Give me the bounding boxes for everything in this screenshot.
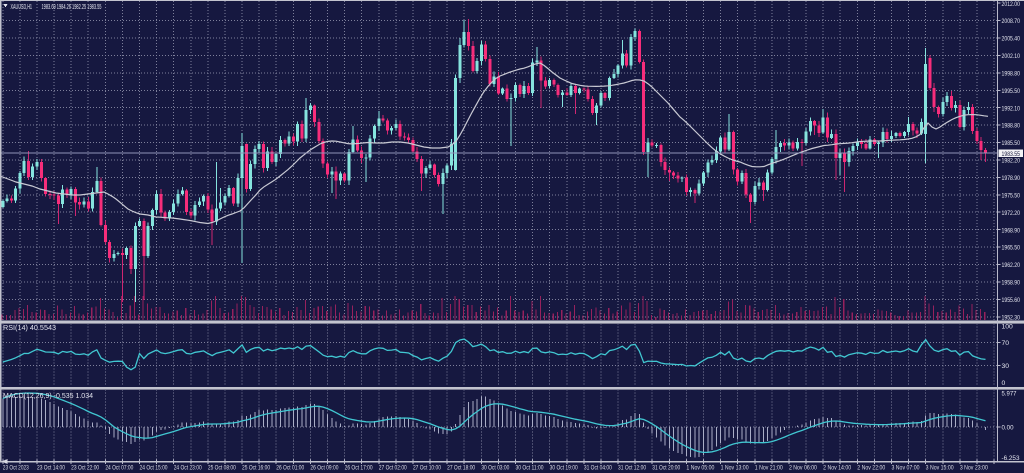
svg-text:2012.00: 2012.00 [1002, 1, 1021, 8]
svg-text:1965.50: 1965.50 [1002, 245, 1021, 252]
svg-text:30 Oct 03:00: 30 Oct 03:00 [481, 464, 509, 471]
svg-text:27 Oct 10:00: 27 Oct 10:00 [413, 464, 441, 471]
svg-text:30 Oct 11:00: 30 Oct 11:00 [516, 464, 544, 471]
svg-text:2 Nov 14:00: 2 Nov 14:00 [823, 464, 851, 471]
svg-text:30: 30 [1002, 363, 1010, 370]
svg-text:0: 0 [1002, 380, 1006, 387]
svg-text:MACD(12,26,9) -0.535 1.034: MACD(12,26,9) -0.535 1.034 [3, 393, 93, 400]
svg-text:23 Oct 14:00: 23 Oct 14:00 [37, 464, 65, 471]
svg-text:1998.80: 1998.80 [1002, 70, 1021, 77]
svg-text:100: 100 [1002, 323, 1014, 330]
svg-text:1958.90: 1958.90 [1002, 280, 1021, 287]
svg-text:26 Oct 01:00: 26 Oct 01:00 [276, 464, 304, 471]
svg-text:1 Nov 05:00: 1 Nov 05:00 [686, 464, 714, 471]
svg-text:27 Oct 18:00: 27 Oct 18:00 [447, 464, 475, 471]
svg-text:3 Nov 15:00: 3 Nov 15:00 [926, 464, 954, 471]
svg-text:31 Oct 04:00: 31 Oct 04:00 [584, 464, 612, 471]
svg-text:0.00: 0.00 [1002, 425, 1014, 432]
svg-text:1975.50: 1975.50 [1002, 192, 1021, 199]
svg-text:1 Nov 21:00: 1 Nov 21:00 [755, 464, 783, 471]
svg-text:3 Nov 07:00: 3 Nov 07:00 [891, 464, 919, 471]
svg-text:31 Oct 12:00: 31 Oct 12:00 [618, 464, 646, 471]
svg-text:24 Oct 15:00: 24 Oct 15:00 [140, 464, 168, 471]
svg-text:26 Oct 09:00: 26 Oct 09:00 [310, 464, 338, 471]
svg-text:XAUUSD,H1: XAUUSD,H1 [11, 4, 33, 11]
svg-text:1995.50: 1995.50 [1002, 88, 1021, 95]
svg-text:70: 70 [1002, 340, 1010, 347]
svg-text:2 Nov 06:00: 2 Nov 06:00 [789, 464, 817, 471]
svg-text:1982.20: 1982.20 [1002, 158, 1021, 165]
svg-text:1988.80: 1988.80 [1002, 123, 1021, 130]
svg-text:2008.70: 2008.70 [1002, 18, 1021, 25]
svg-text:25 Oct 16:00: 25 Oct 16:00 [242, 464, 270, 471]
svg-text:23 Oct 22:00: 23 Oct 22:00 [71, 464, 99, 471]
svg-text:1983.69 1984.26 1982.25 1983.5: 1983.69 1984.26 1982.25 1983.55 [42, 4, 102, 11]
svg-text:-6.253: -6.253 [1002, 455, 1020, 462]
svg-text:RSI(14) 40.5543: RSI(14) 40.5543 [3, 325, 56, 332]
svg-text:1 Nov 13:00: 1 Nov 13:00 [721, 464, 749, 471]
svg-text:2005.40: 2005.40 [1002, 36, 1021, 43]
svg-text:3 Nov 23:00: 3 Nov 23:00 [960, 464, 988, 471]
svg-text:5.977: 5.977 [1002, 390, 1017, 397]
svg-text:1985.50: 1985.50 [1002, 140, 1021, 147]
svg-text:1952.30: 1952.30 [1002, 314, 1021, 321]
svg-text:23 Oct 2023: 23 Oct 2023 [3, 464, 29, 471]
svg-text:31 Oct 20:00: 31 Oct 20:00 [652, 464, 680, 471]
svg-text:27 Oct 02:00: 27 Oct 02:00 [379, 464, 407, 471]
svg-text:2002.10: 2002.10 [1002, 53, 1021, 60]
svg-text:1983.55: 1983.55 [1002, 151, 1021, 158]
svg-text:24 Oct 07:00: 24 Oct 07:00 [105, 464, 133, 471]
svg-text:30 Oct 19:00: 30 Oct 19:00 [550, 464, 578, 471]
svg-text:24 Oct 23:00: 24 Oct 23:00 [174, 464, 202, 471]
svg-text:1978.90: 1978.90 [1002, 175, 1021, 182]
svg-text:25 Oct 08:00: 25 Oct 08:00 [208, 464, 236, 471]
svg-text:1968.90: 1968.90 [1002, 227, 1021, 234]
svg-text:1962.20: 1962.20 [1002, 262, 1021, 269]
svg-text:26 Oct 17:00: 26 Oct 17:00 [345, 464, 373, 471]
svg-text:2 Nov 22:00: 2 Nov 22:00 [857, 464, 885, 471]
svg-text:1972.20: 1972.20 [1002, 210, 1021, 217]
svg-text:1955.60: 1955.60 [1002, 297, 1021, 304]
svg-text:1992.10: 1992.10 [1002, 105, 1021, 112]
